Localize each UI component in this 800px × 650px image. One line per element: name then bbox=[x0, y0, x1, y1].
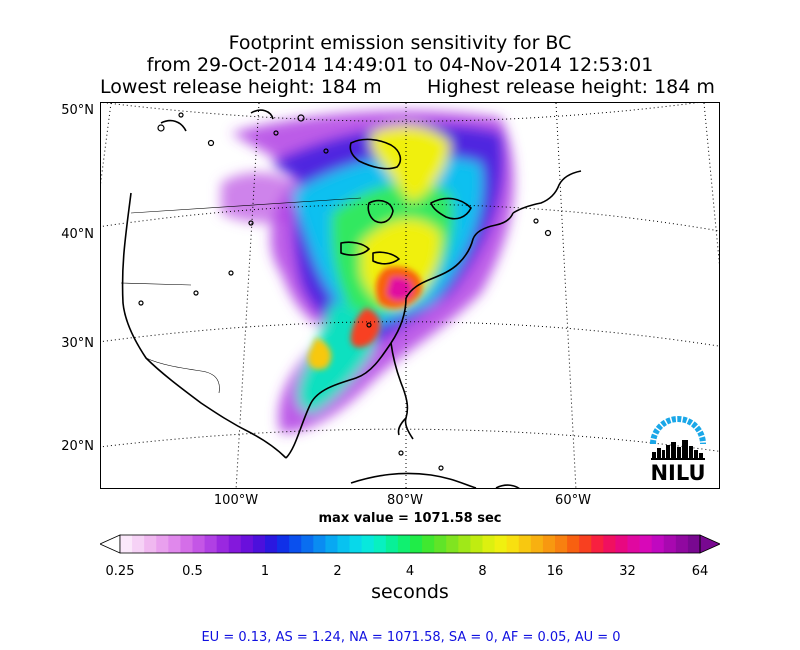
colorbar-segment bbox=[470, 535, 483, 553]
colorbar-segment bbox=[204, 535, 218, 553]
colorbar-segment bbox=[265, 535, 278, 553]
borders bbox=[120, 197, 362, 394]
colorbar-segment bbox=[337, 535, 350, 553]
lat-label-50n: 50°N bbox=[61, 103, 94, 118]
colorbar-unit: seconds bbox=[371, 581, 449, 603]
title-line-2: from 29-Oct-2014 14:49:01 to 04-Nov-2014… bbox=[146, 54, 654, 76]
colorbar-graphic bbox=[99, 534, 721, 554]
colorbar-segment bbox=[385, 535, 399, 553]
colorbar-tick-label: 16 bbox=[546, 564, 564, 579]
colorbar-segment bbox=[168, 535, 181, 553]
colorbar-segment bbox=[397, 535, 411, 553]
lon-label-80w: 80°W bbox=[387, 493, 423, 508]
colorbar-segment bbox=[192, 535, 205, 553]
colorbar-segment bbox=[228, 535, 242, 553]
colorbar-segment bbox=[603, 535, 616, 553]
colorbar-tick-label: 64 bbox=[691, 564, 709, 579]
colorbar-tick-label: 2 bbox=[333, 564, 342, 579]
colorbar-segment bbox=[663, 535, 677, 553]
footprint-map bbox=[101, 103, 719, 488]
colorbar-segment bbox=[458, 535, 471, 553]
colorbar-segment bbox=[518, 535, 532, 553]
highest-release-height: Highest release height: 184 m bbox=[427, 76, 715, 98]
colorbar-tick-label: 32 bbox=[619, 564, 636, 579]
colorbar bbox=[99, 534, 721, 566]
colorbar-segment bbox=[555, 535, 568, 553]
title-line-1: Footprint emission sensitivity for BC bbox=[228, 32, 572, 54]
colorbar-segment bbox=[325, 535, 338, 553]
colorbar-segment bbox=[313, 535, 326, 553]
colorbar-segment bbox=[579, 535, 592, 553]
colorbar-segment bbox=[301, 535, 314, 553]
sensitivity-field bbox=[221, 110, 515, 434]
colorbar-segment bbox=[216, 535, 230, 553]
colorbar-tick-label: 0.5 bbox=[182, 564, 203, 579]
coastlines bbox=[121, 109, 582, 488]
nilu-logo-text: NILU bbox=[650, 461, 705, 484]
colorbar-tick-label: 8 bbox=[478, 564, 487, 579]
lakes bbox=[138, 112, 552, 471]
colorbar-tick-label: 0.25 bbox=[105, 564, 135, 579]
colorbar-tick-label: 4 bbox=[405, 564, 415, 579]
max-value: max value = 1071.58 sec bbox=[318, 511, 502, 526]
colorbar-segment bbox=[651, 535, 665, 553]
colorbar-segment bbox=[349, 535, 363, 553]
colorbar-segment bbox=[494, 535, 508, 553]
colorbar-segment bbox=[639, 535, 653, 553]
colorbar-segment bbox=[410, 535, 423, 553]
lat-label-20n: 20°N bbox=[61, 439, 94, 454]
colorbar-segment bbox=[156, 535, 169, 553]
lowest-release-height: Lowest release height: 184 m bbox=[100, 76, 382, 98]
colorbar-extend-high bbox=[699, 534, 721, 554]
colorbar-segment bbox=[627, 535, 640, 553]
lon-label-100w: 100°W bbox=[213, 493, 259, 508]
colorbar-segment bbox=[361, 535, 375, 553]
colorbar-segment bbox=[240, 535, 254, 553]
colorbar-segment bbox=[506, 535, 520, 553]
colorbar-segment bbox=[277, 535, 290, 553]
colorbar-extend-low bbox=[99, 534, 121, 554]
colorbar-segment bbox=[530, 535, 544, 553]
colorbar-segment bbox=[591, 535, 604, 553]
colorbar-segment bbox=[482, 535, 495, 553]
colorbar-segment bbox=[132, 535, 145, 553]
colorbar-segment bbox=[180, 535, 193, 553]
colorbar-segment bbox=[373, 535, 387, 553]
lat-label-30n: 30°N bbox=[61, 336, 94, 351]
nilu-logo-graphic: NILU bbox=[650, 416, 706, 485]
colorbar-segment bbox=[687, 535, 701, 553]
colorbar-segment bbox=[542, 535, 556, 553]
colorbar-segment bbox=[289, 535, 302, 553]
colorbar-tick-label: 1 bbox=[260, 564, 270, 579]
colorbar-segment bbox=[120, 535, 133, 553]
map-panel bbox=[100, 102, 720, 489]
colorbar-segment bbox=[434, 535, 447, 553]
colorbar-segment bbox=[144, 535, 157, 553]
colorbar-segment bbox=[567, 535, 580, 553]
colorbar-segment bbox=[252, 535, 266, 553]
lon-label-60w: 60°W bbox=[555, 493, 591, 508]
colorbar-segment bbox=[422, 535, 435, 553]
colorbar-segment bbox=[675, 535, 689, 553]
colorbar-segment bbox=[446, 535, 459, 553]
lat-label-40n: 40°N bbox=[61, 227, 94, 242]
colorbar-segment bbox=[615, 535, 628, 553]
nilu-logo: NILU bbox=[645, 412, 711, 488]
colorbar-frame bbox=[119, 534, 701, 554]
graticule bbox=[101, 103, 719, 488]
region-stats: EU = 0.13, AS = 1.24, NA = 1071.58, SA =… bbox=[201, 630, 621, 645]
